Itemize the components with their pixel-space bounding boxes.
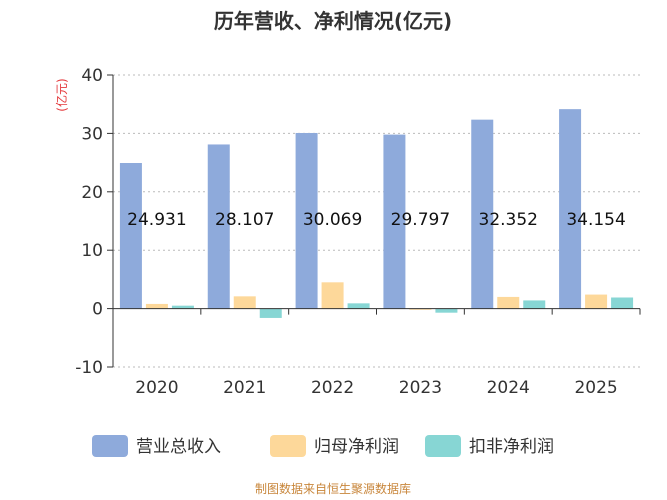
y-tick-label: -10: [75, 358, 103, 378]
legend-label: 扣非净利润: [469, 437, 554, 457]
y-tick-label: 30: [81, 124, 103, 144]
x-tick-label: 2024: [487, 378, 530, 398]
data-label: 30.069: [303, 210, 362, 230]
legend-label: 归母净利润: [314, 437, 399, 457]
bar-归母净利润-2025: [585, 294, 608, 309]
bar-归母净利润-2024: [497, 296, 520, 309]
x-tick-label: 2020: [135, 378, 178, 398]
bar-归母净利润-2022: [321, 282, 344, 309]
data-labels: 24.931 28.107 30.069 29.797 32.352 34.154: [127, 210, 626, 230]
x-tick-label: 2023: [399, 378, 442, 398]
bar-营业总收入-2024: [471, 119, 494, 309]
data-label: 24.931: [127, 210, 186, 230]
y-axis-label: (亿元): [54, 78, 69, 111]
bar-扣非净利润-2020: [171, 305, 194, 309]
legend-swatch: [92, 435, 128, 457]
bar-扣非净利润-2023: [435, 308, 458, 313]
x-tick-label: 2022: [311, 378, 354, 398]
bar-扣非净利润-2025: [611, 297, 634, 309]
x-tick-label: 2021: [223, 378, 266, 398]
legend-swatch: [270, 435, 306, 457]
bar-扣非净利润-2024: [523, 300, 546, 309]
bar-归母净利润-2020: [145, 303, 168, 309]
bar-营业总收入-2020: [119, 163, 142, 309]
source-text: 制图数据来自恒生聚源数据库: [255, 481, 411, 496]
legend-swatch: [425, 435, 461, 457]
bar-扣非净利润-2022: [347, 303, 370, 309]
legend-label: 营业总收入: [136, 437, 221, 457]
y-tick-label: 40: [81, 66, 103, 86]
legend: 营业总收入 归母净利润 扣非净利润: [92, 435, 554, 457]
bar-扣非净利润-2021: [259, 308, 282, 318]
chart-title: 历年营收、净利情况(亿元): [214, 9, 452, 33]
bar-归母净利润-2023: [409, 308, 432, 310]
data-label: 32.352: [479, 210, 538, 230]
y-tick-label: 20: [81, 183, 103, 203]
y-tick-label: 10: [81, 241, 103, 261]
data-label: 29.797: [391, 210, 450, 230]
bar-营业总收入-2023: [383, 134, 406, 309]
bars: [119, 109, 634, 318]
data-label: 28.107: [215, 210, 274, 230]
data-label: 34.154: [566, 210, 625, 230]
axes: -10 0 10 20 30 40 2020 2021 2022 2023 2024 2025: [75, 66, 641, 398]
bar-营业总收入-2022: [295, 132, 318, 309]
bar-营业总收入-2021: [207, 144, 230, 309]
y-tick-label: 0: [92, 300, 103, 320]
bar-营业总收入-2025: [559, 109, 582, 309]
bar-归母净利润-2021: [233, 296, 256, 309]
x-tick-label: 2025: [574, 378, 617, 398]
